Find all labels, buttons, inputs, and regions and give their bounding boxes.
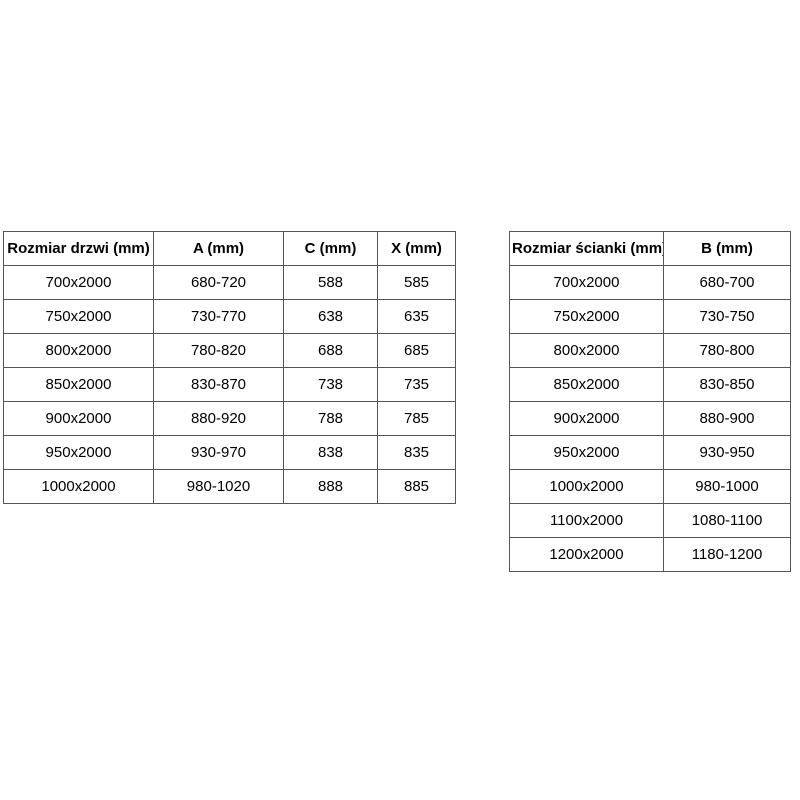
table-cell: 850x2000 [509,367,664,402]
table-row: 1000x2000 980-1020 888 885 [3,469,456,504]
header-row: Rozmiar drzwi (mm) A (mm) C (mm) X (mm) [3,231,456,266]
table-row: 850x2000 830-870 738 735 [3,367,456,402]
table-cell: 730-770 [153,299,284,334]
table-cell: 900x2000 [3,401,154,436]
table-cell: 680-700 [663,265,791,300]
column-header: X (mm) [377,231,456,266]
table-cell: 980-1000 [663,469,791,504]
table-row: 700x2000 680-700 [509,265,791,300]
table-row: 750x2000 730-750 [509,299,791,334]
table-cell: 700x2000 [3,265,154,300]
table-cell: 1100x2000 [509,503,664,538]
table-cell: 930-970 [153,435,284,470]
table-cell: 880-900 [663,401,791,436]
table-cell: 730-750 [663,299,791,334]
table-cell: 585 [377,265,456,300]
table-row: 700x2000 680-720 588 585 [3,265,456,300]
table-cell: 888 [283,469,378,504]
table-cell: 830-850 [663,367,791,402]
table-row: 950x2000 930-970 838 835 [3,435,456,470]
table-cell: 785 [377,401,456,436]
table-cell: 788 [283,401,378,436]
column-header: C (mm) [283,231,378,266]
table-cell: 685 [377,333,456,368]
table-cell: 1080-1100 [663,503,791,538]
column-header: B (mm) [663,231,791,266]
table-row: 1200x2000 1180-1200 [509,537,791,572]
table-row: 900x2000 880-900 [509,401,791,436]
table-cell: 835 [377,435,456,470]
table-row: 1100x2000 1080-1100 [509,503,791,538]
table-row: 800x2000 780-800 [509,333,791,368]
table-cell: 635 [377,299,456,334]
table-cell: 830-870 [153,367,284,402]
table-cell: 800x2000 [509,333,664,368]
wall-sizes-table: Rozmiar ścianki (mm) B (mm) 700x2000 680-70… [509,231,791,572]
table-cell: 838 [283,435,378,470]
table-row: 800x2000 780-820 688 685 [3,333,456,368]
table-cell: 688 [283,333,378,368]
table-row: 900x2000 880-920 788 785 [3,401,456,436]
table-cell: 750x2000 [3,299,154,334]
table-row: 750x2000 730-770 638 635 [3,299,456,334]
table-cell: 800x2000 [3,333,154,368]
header-row: Rozmiar ścianki (mm) B (mm) [509,231,791,266]
table-cell: 738 [283,367,378,402]
table-cell: 950x2000 [3,435,154,470]
table-cell: 900x2000 [509,401,664,436]
table-cell: 950x2000 [509,435,664,470]
table-cell: 1180-1200 [663,537,791,572]
table-cell: 680-720 [153,265,284,300]
table-cell: 930-950 [663,435,791,470]
table-cell: 588 [283,265,378,300]
door-sizes-table: Rozmiar drzwi (mm) A (mm) C (mm) X (mm) 700x… [3,231,456,504]
table-cell: 638 [283,299,378,334]
table-cell: 780-800 [663,333,791,368]
table-cell: 980-1020 [153,469,284,504]
table-cell: 885 [377,469,456,504]
table-cell: 1000x2000 [3,469,154,504]
table-row: 1000x2000 980-1000 [509,469,791,504]
column-header: Rozmiar drzwi (mm) [3,231,154,266]
table-row: 850x2000 830-850 [509,367,791,402]
table-cell: 750x2000 [509,299,664,334]
table-cell: 880-920 [153,401,284,436]
table-cell: 780-820 [153,333,284,368]
column-header: A (mm) [153,231,284,266]
table-cell: 1200x2000 [509,537,664,572]
table-cell: 1000x2000 [509,469,664,504]
table-cell: 700x2000 [509,265,664,300]
table-row: 950x2000 930-950 [509,435,791,470]
table-cell: 735 [377,367,456,402]
table-cell: 850x2000 [3,367,154,402]
column-header: Rozmiar ścianki (mm) [509,231,664,266]
